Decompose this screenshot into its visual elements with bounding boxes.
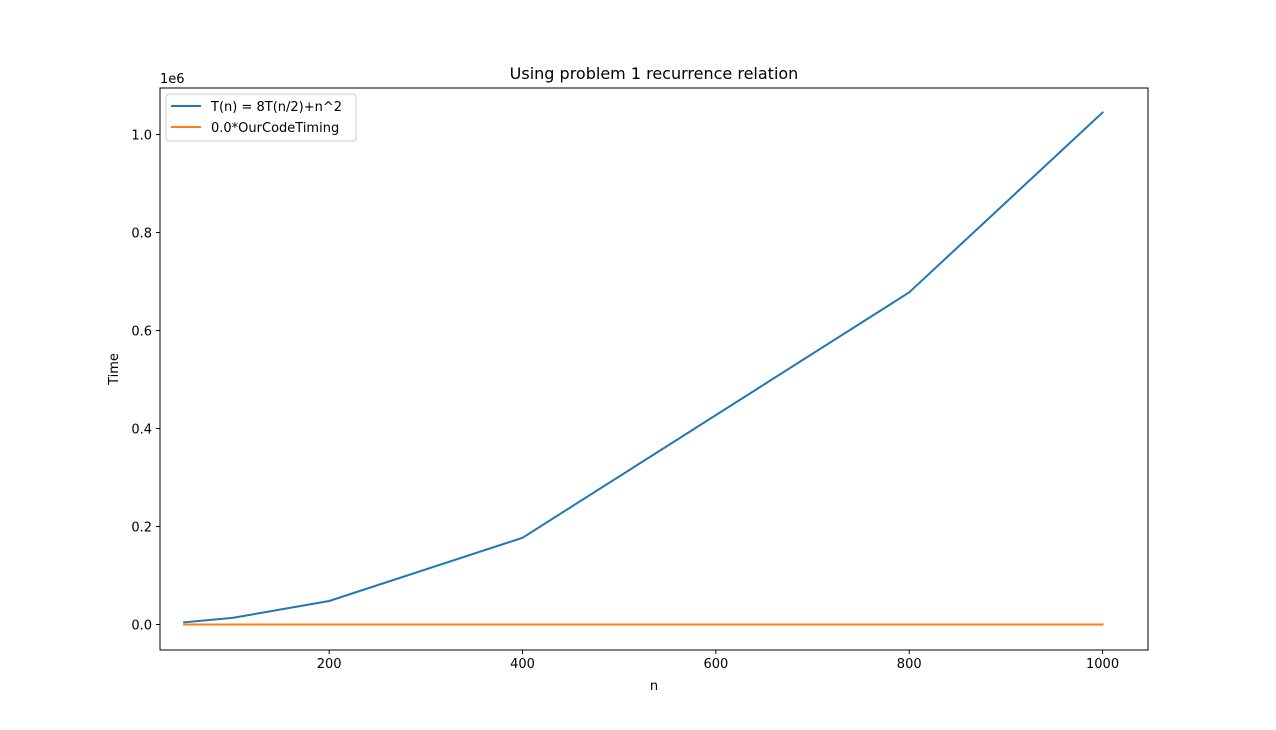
series-layer xyxy=(183,111,1104,626)
x-tick-label: 400 xyxy=(510,657,535,672)
x-tick-label: 200 xyxy=(317,657,342,672)
x-axis: 200 400 600 800 1000 xyxy=(317,650,1119,672)
y-tick-label: 0.2 xyxy=(131,521,152,536)
x-tick-label: 1000 xyxy=(1086,657,1119,672)
y-axis: 0.0 0.2 0.4 0.6 0.8 1.0 xyxy=(131,129,160,634)
axes-frame xyxy=(159,87,1149,651)
y-tick-label: 1.0 xyxy=(131,129,152,144)
y-offset-text: 1e6 xyxy=(160,72,185,87)
chart-title: Using problem 1 recurrence relation xyxy=(510,64,799,83)
y-tick-label: 0.0 xyxy=(131,619,152,634)
legend-label-1: 0.0*OurCodeTiming xyxy=(211,121,339,136)
x-tick-label: 800 xyxy=(897,657,922,672)
y-tick-label: 0.8 xyxy=(131,227,152,242)
plot-area xyxy=(159,87,1149,651)
y-axis-label: Time xyxy=(107,353,122,386)
y-tick-label: 0.6 xyxy=(131,325,152,340)
legend-box xyxy=(165,93,357,142)
x-tick-label: 600 xyxy=(703,657,728,672)
x-axis-label: n xyxy=(650,679,658,694)
legend-label-0: T(n) = 8T(n/2)+n^2 xyxy=(210,100,342,115)
series-line-0 xyxy=(183,111,1104,624)
legend: T(n) = 8T(n/2)+n^2 0.0*OurCodeTiming xyxy=(165,93,357,142)
y-tick-label: 0.4 xyxy=(131,423,152,438)
